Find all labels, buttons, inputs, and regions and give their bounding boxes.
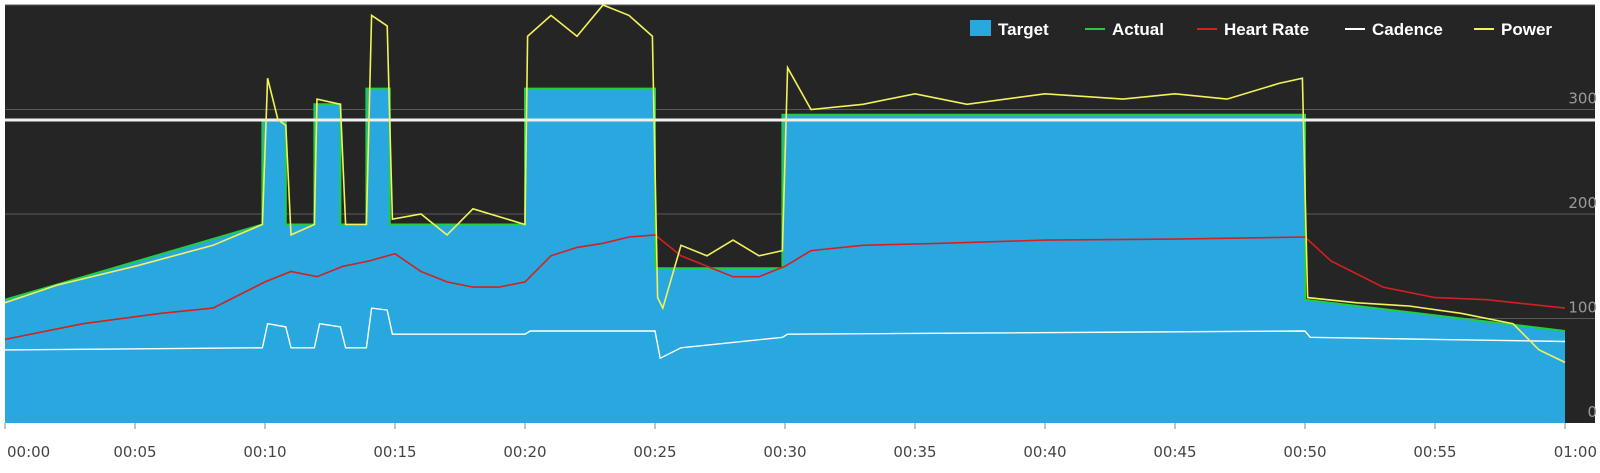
y-tick-label-100: 100 — [1568, 299, 1597, 317]
x-tick-label-11: 00:55 — [1413, 443, 1456, 461]
legend-item-actual[interactable]: Actual — [1085, 20, 1164, 39]
y-tick-label-300: 300 — [1568, 90, 1597, 108]
legend-label-power: Power — [1501, 20, 1552, 39]
x-tick-label-2: 00:10 — [243, 443, 286, 461]
legend-item-power[interactable]: Power — [1474, 20, 1552, 39]
legend-label-cadence: Cadence — [1372, 20, 1443, 39]
x-tick-label-4: 00:20 — [503, 443, 546, 461]
x-tick-label-12: 01:00 — [1554, 443, 1597, 461]
series-heart-rate-line — [4, 234, 1566, 341]
legend-label-heart_rate: Heart Rate — [1224, 20, 1309, 39]
x-tick-label-0: 00:00 — [7, 443, 50, 461]
series-group — [4, 4, 1595, 423]
series-cadence-line — [4, 307, 1566, 360]
x-tick-label-7: 00:35 — [893, 443, 936, 461]
legend-label-actual: Actual — [1112, 20, 1164, 39]
legend-item-target[interactable]: Target — [970, 20, 1049, 39]
y-tick-label-0: 0 — [1587, 403, 1597, 421]
x-axis: 00:00 00:05 00:10 00:15 00:20 00:25 00:30 00:35… — [4, 423, 1597, 461]
x-tick-label-1: 00:05 — [113, 443, 156, 461]
x-tick-label-5: 00:25 — [633, 443, 676, 461]
series-actual-line — [4, 87, 1566, 332]
series-power-line — [4, 4, 1566, 364]
y-axis: 0 100 200 300 — [1568, 90, 1597, 422]
legend-swatch-target — [970, 20, 991, 36]
legend-item-cadence[interactable]: Cadence — [1345, 20, 1443, 39]
x-tick-label-9: 00:45 — [1153, 443, 1196, 461]
legend[interactable]: Target Actual Heart Rate Cadence Power — [970, 20, 1552, 39]
x-tick-label-6: 00:30 — [763, 443, 806, 461]
x-tick-label-8: 00:40 — [1023, 443, 1066, 461]
x-tick-label-3: 00:15 — [373, 443, 416, 461]
legend-label-target: Target — [998, 20, 1049, 39]
legend-item-heart_rate[interactable]: Heart Rate — [1197, 20, 1309, 39]
series-target-area — [5, 88, 1565, 423]
x-tick-label-10: 00:50 — [1283, 443, 1326, 461]
y-tick-label-200: 200 — [1568, 194, 1597, 212]
